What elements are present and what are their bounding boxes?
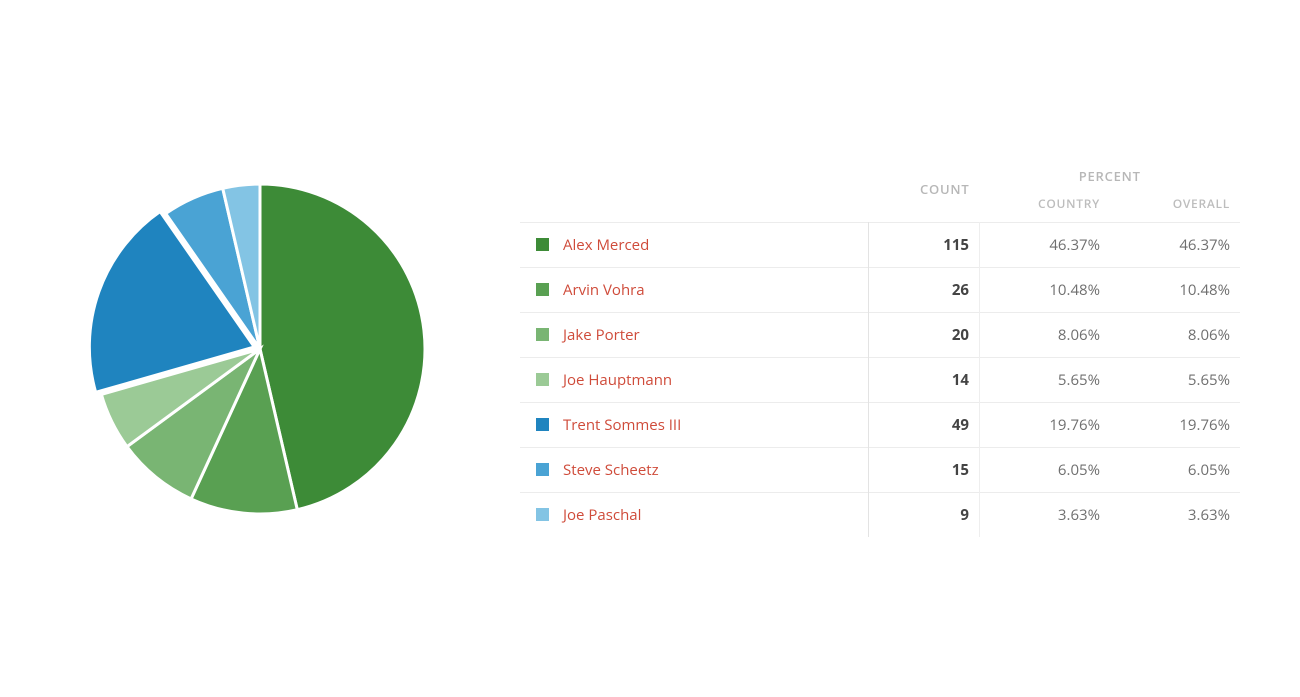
col-header-country: Country [980,195,1111,223]
row-swatch [536,463,549,476]
row-count: 9 [869,492,980,537]
row-percent-country: 8.06% [980,312,1111,357]
row-label-cell: Joe Hauptmann [520,357,869,402]
row-swatch [536,373,549,386]
row-count: 15 [869,447,980,492]
table-row: Joe Hauptmann145.65%5.65% [520,357,1240,402]
row-percent-overall: 46.37% [1110,222,1240,267]
row-label-cell: Steve Scheetz [520,447,869,492]
row-label-cell: Trent Sommes III [520,402,869,447]
table-row: Arvin Vohra2610.48%10.48% [520,267,1240,312]
row-label: Arvin Vohra [563,280,645,300]
pie-chart [65,154,455,544]
row-percent-country: 3.63% [980,492,1111,537]
row-label-cell: Joe Paschal [520,492,869,537]
row-percent-country: 46.37% [980,222,1111,267]
row-label-cell: Arvin Vohra [520,267,869,312]
table-row: Alex Merced11546.37%46.37% [520,222,1240,267]
row-percent-overall: 19.76% [1110,402,1240,447]
row-percent-overall: 5.65% [1110,357,1240,402]
row-label: Joe Hauptmann [563,370,672,390]
col-header-label [520,161,869,195]
row-percent-overall: 3.63% [1110,492,1240,537]
table-row: Steve Scheetz156.05%6.05% [520,447,1240,492]
row-percent-overall: 6.05% [1110,447,1240,492]
row-percent-country: 5.65% [980,357,1111,402]
row-swatch [536,418,549,431]
results-rows: Alex Merced11546.37%46.37%Arvin Vohra261… [520,222,1240,537]
row-swatch [536,508,549,521]
table-row: Joe Paschal93.63%3.63% [520,492,1240,537]
row-label: Alex Merced [563,235,649,255]
col-header-overall: Overall [1110,195,1240,223]
row-percent-country: 6.05% [980,447,1111,492]
row-percent-country: 10.48% [980,267,1111,312]
row-swatch [536,238,549,251]
row-label: Jake Porter [563,325,640,345]
col-header-percent: Percent [980,161,1241,195]
results-table: Count Percent Country Overall Alex Merce… [520,161,1240,537]
row-percent-overall: 8.06% [1110,312,1240,357]
table-row: Trent Sommes III4919.76%19.76% [520,402,1240,447]
row-count: 26 [869,267,980,312]
row-count: 49 [869,402,980,447]
row-label-cell: Jake Porter [520,312,869,357]
row-label: Steve Scheetz [563,460,659,480]
row-label: Joe Paschal [563,505,641,525]
table-row: Jake Porter208.06%8.06% [520,312,1240,357]
row-label: Trent Sommes III [563,415,681,435]
row-count: 14 [869,357,980,402]
row-percent-country: 19.76% [980,402,1111,447]
results-table-container: Count Percent Country Overall Alex Merce… [520,161,1300,537]
row-count: 20 [869,312,980,357]
col-header-count: Count [869,161,980,223]
pie-chart-container [0,154,520,544]
row-count: 115 [869,222,980,267]
row-label-cell: Alex Merced [520,222,869,267]
row-swatch [536,328,549,341]
row-percent-overall: 10.48% [1110,267,1240,312]
results-panel: Count Percent Country Overall Alex Merce… [0,0,1300,697]
row-swatch [536,283,549,296]
